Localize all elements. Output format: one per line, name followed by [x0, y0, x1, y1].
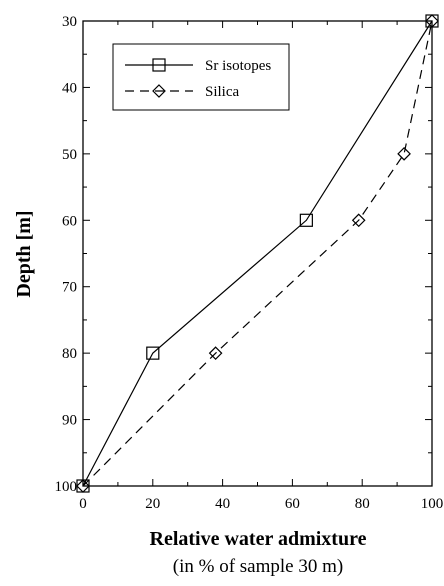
legend-box [112, 43, 290, 111]
legend-label: Silica [205, 84, 240, 100]
data-point-diamond [208, 346, 223, 360]
x-tick-label: 20 [145, 496, 160, 512]
series-line-silica [82, 20, 433, 487]
data-point-diamond [76, 479, 90, 493]
y-tick-label: 100 [55, 479, 78, 495]
legend-marker-diamond [152, 84, 166, 98]
legend-label: Sr isotopes [205, 58, 271, 74]
y-tick-label: 60 [62, 213, 77, 229]
x-tick-label: 60 [285, 496, 300, 512]
y-tick-label: 50 [62, 147, 77, 163]
data-point-diamond [397, 147, 411, 161]
series-line-sr-isotopes [82, 20, 433, 487]
x-tick-label: 40 [215, 496, 230, 512]
axes-layer: 0 20 40 60 80 100 30 40 50 60 70 80 90 100 [55, 14, 444, 512]
x-tick-label: 80 [355, 496, 370, 512]
y-tick-label: 70 [62, 280, 77, 296]
y-axis-title: Depth [m] [13, 210, 35, 297]
legend-marker-square [152, 58, 166, 72]
x-tick-label: 0 [79, 496, 87, 512]
y-tick-label: 90 [62, 413, 77, 429]
data-point-square [146, 346, 160, 360]
x-axis-subtitle: (in % of sample 30 m) [173, 556, 343, 577]
data-point-diamond [351, 213, 366, 228]
legend: Sr isotopes Silica [112, 43, 290, 111]
y-tick-label: 40 [62, 80, 77, 96]
x-tick-label: 100 [421, 496, 444, 512]
data-point-diamond [425, 14, 439, 28]
markers-layer [76, 14, 439, 493]
y-tick-label: 30 [62, 14, 77, 30]
data-point-square [299, 213, 313, 227]
x-axis-title: Relative water admixture [150, 528, 367, 550]
series-lines-layer [82, 20, 433, 487]
y-tick-label: 80 [62, 346, 77, 362]
